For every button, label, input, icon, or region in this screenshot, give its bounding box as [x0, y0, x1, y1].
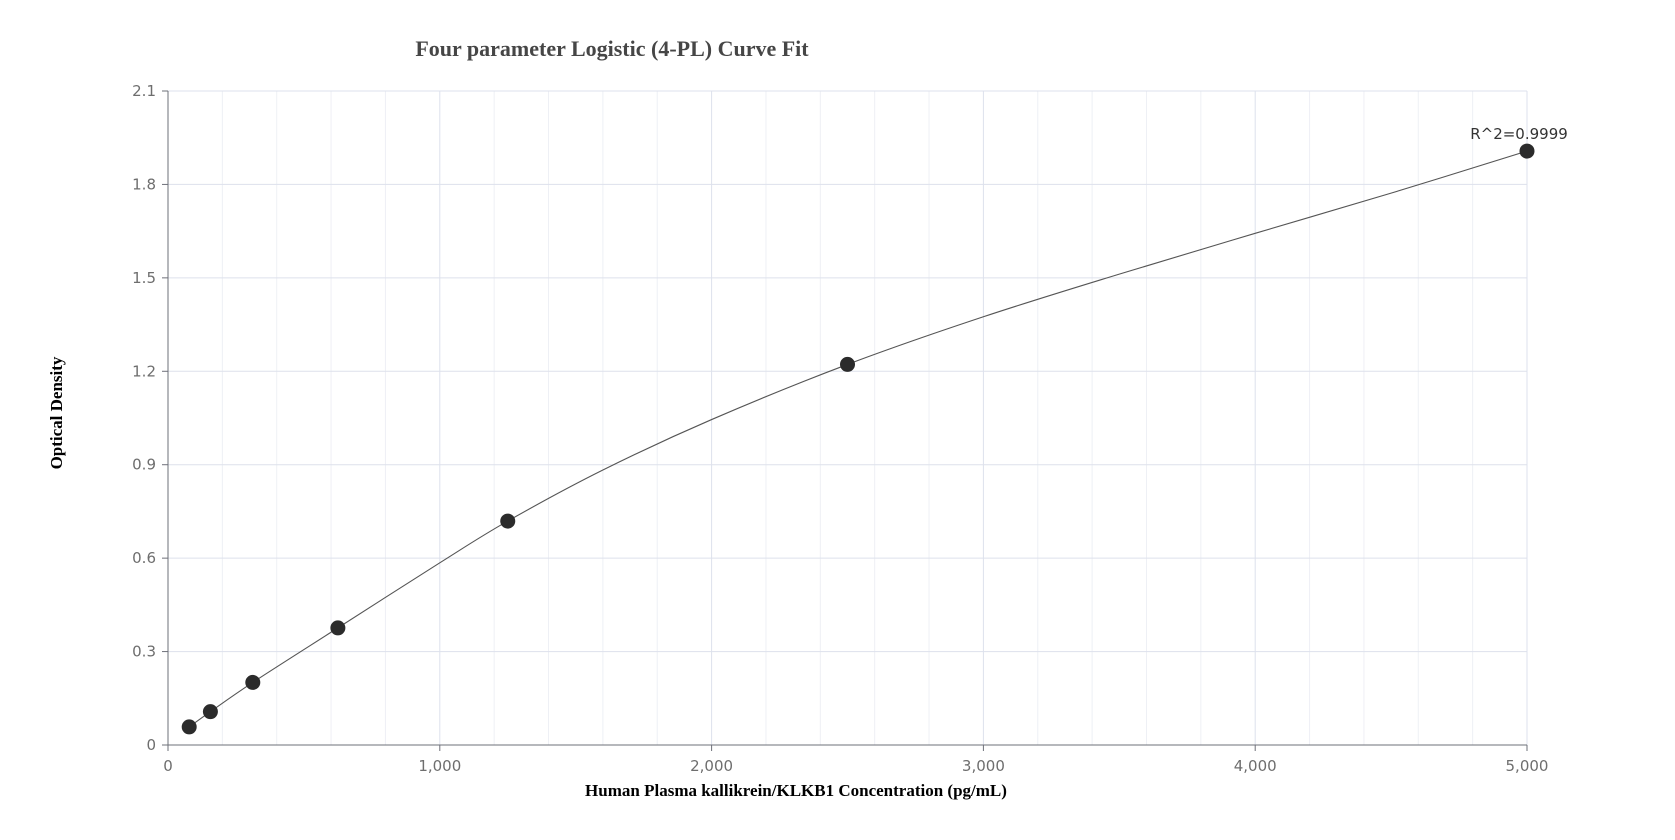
r-squared-annotation: R^2=0.9999	[1470, 125, 1568, 143]
data-point	[181, 719, 197, 735]
data-point	[202, 704, 218, 720]
fitted-curve-line	[188, 150, 1528, 728]
data-point	[500, 513, 516, 529]
data-point	[1519, 143, 1535, 159]
y-axis-label: Optical Density	[47, 356, 66, 469]
y-tick-label: 0	[146, 736, 156, 754]
grid	[168, 90, 1528, 745]
fitted-curve-group	[188, 150, 1528, 728]
y-tick-label: 1.5	[132, 269, 156, 287]
x-tick-label: 5,000	[1506, 757, 1549, 775]
y-tick-label: 0.6	[132, 549, 156, 567]
y-tick-label: 1.8	[132, 175, 156, 193]
data-points-group	[181, 143, 1535, 735]
x-tick-label: 2,000	[690, 757, 733, 775]
x-tick-label: 3,000	[962, 757, 1005, 775]
data-point	[840, 356, 855, 372]
y-tick-label: 0.9	[132, 456, 156, 474]
x-tick-label: 1,000	[418, 757, 461, 775]
y-tick-label: 1.2	[132, 362, 156, 380]
chart-title: Four parameter Logistic (4-PL) Curve Fit	[415, 36, 809, 61]
axes	[162, 90, 1528, 751]
y-tick-label: 2.1	[132, 82, 156, 100]
x-axis-label: Human Plasma kallikrein/KLKB1 Concentrat…	[585, 781, 1007, 800]
data-point	[245, 674, 261, 690]
x-tick-label: 0	[163, 757, 173, 775]
y-tick-label: 0.3	[132, 643, 156, 661]
data-point	[330, 620, 346, 636]
x-tick-label: 4,000	[1234, 757, 1277, 775]
tick-labels-group: 0 1,000 2,000 3,000 4,000 5,000 0 0.3 0.6 0.9 1.2 1…	[132, 82, 1568, 775]
